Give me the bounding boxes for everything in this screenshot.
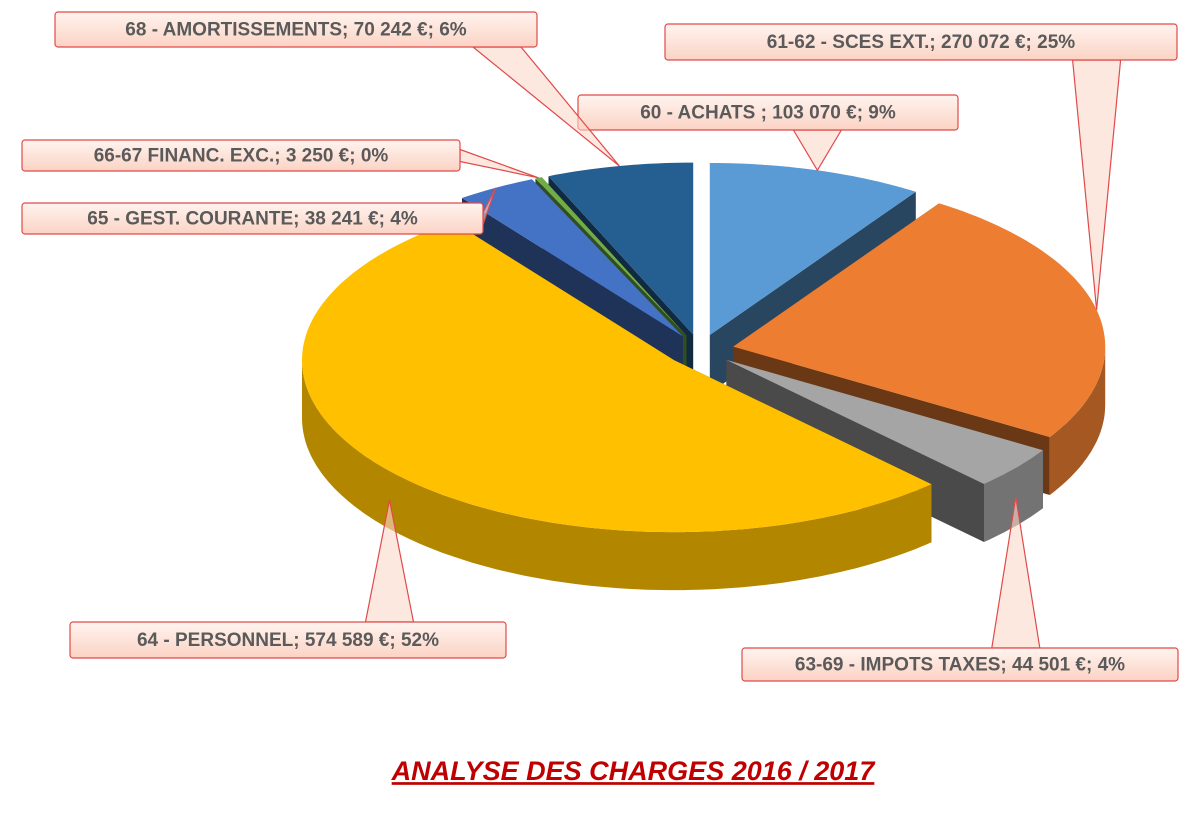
slice (709, 163, 916, 335)
slice-wall (1049, 346, 1106, 495)
slice (535, 177, 687, 336)
slice-wall (984, 450, 1043, 542)
label-box (21, 202, 484, 235)
slice (733, 203, 1106, 437)
label-box (21, 139, 461, 172)
data-label: 61-62 - SCES EXT.; 270 072 €; 25% (767, 32, 1075, 53)
slice (462, 179, 683, 337)
callouts: 60 - ACHATS ; 103 070 €; 9% 61-62 - SCES … (21, 11, 1179, 682)
chart-title: ANALYSE DES CHARGES 2016 / 2017 (391, 756, 877, 786)
slice (548, 162, 694, 335)
pie-tops (302, 162, 1106, 533)
label-box (664, 23, 1178, 61)
data-label: 64 - PERSONNEL; 574 589 €; 52% (137, 630, 439, 651)
label-box (577, 94, 959, 131)
leader-line (1071, 59, 1122, 310)
data-label: 60 - ACHATS ; 103 070 €; 9% (640, 103, 896, 124)
slice-wall (302, 360, 932, 591)
label-box (741, 647, 1179, 682)
label-box (54, 11, 538, 48)
leader-line (459, 148, 539, 179)
data-label: 66-67 FINANC. EXC.; 3 250 €; 0% (94, 146, 389, 167)
slice (302, 221, 932, 533)
data-label: 65 - GEST. COURANTE; 38 241 €; 4% (87, 209, 418, 230)
leader-line (792, 129, 843, 172)
slice (726, 359, 1043, 484)
data-label: 63-69 - IMPOTS TAXES; 44 501 €; 4% (795, 655, 1125, 676)
label-box (69, 621, 507, 659)
data-label: 68 - AMORTISSEMENTS; 70 242 €; 6% (125, 20, 467, 41)
